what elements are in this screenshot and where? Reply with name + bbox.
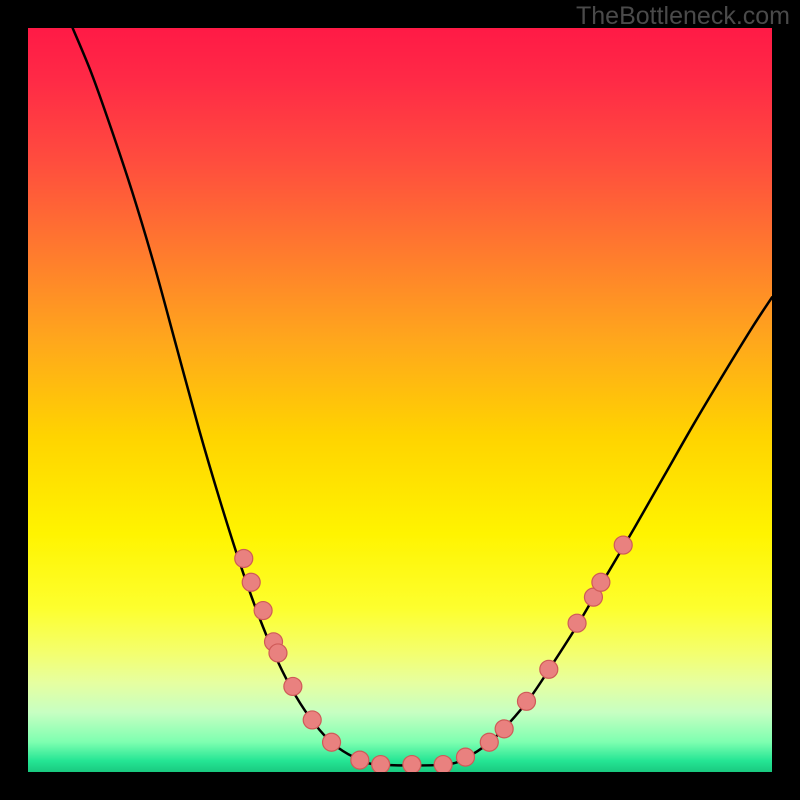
data-marker: [592, 573, 610, 591]
data-marker: [403, 756, 421, 774]
data-marker: [614, 536, 632, 554]
data-marker: [235, 549, 253, 567]
data-marker: [372, 756, 390, 774]
data-marker: [303, 711, 321, 729]
data-marker: [517, 692, 535, 710]
chart-svg: [0, 0, 800, 800]
plot-background: [28, 28, 772, 772]
data-marker: [351, 751, 369, 769]
chart-frame: TheBottleneck.com: [0, 0, 800, 800]
data-marker: [434, 756, 452, 774]
data-marker: [568, 614, 586, 632]
data-marker: [480, 733, 498, 751]
data-marker: [456, 748, 474, 766]
data-marker: [254, 602, 272, 620]
data-marker: [269, 644, 287, 662]
data-marker: [242, 573, 260, 591]
data-marker: [495, 720, 513, 738]
data-marker: [323, 733, 341, 751]
watermark-text: TheBottleneck.com: [576, 2, 790, 31]
data-marker: [540, 660, 558, 678]
data-marker: [284, 677, 302, 695]
